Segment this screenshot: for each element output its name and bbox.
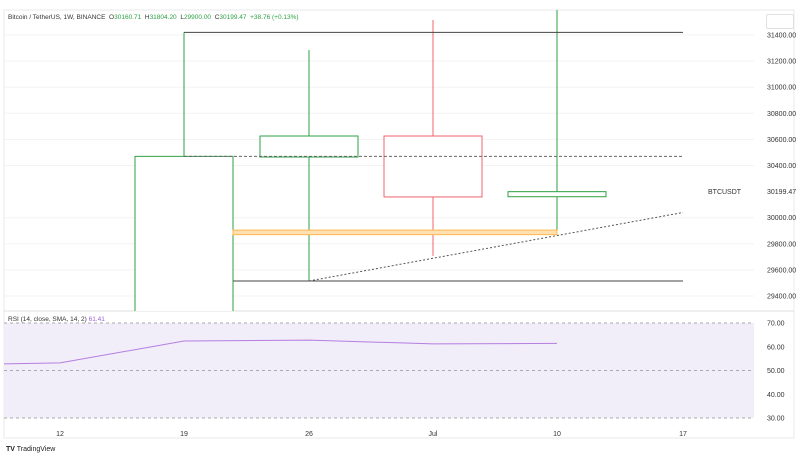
tv-logo-icon: TV (6, 446, 15, 453)
price-tick-label: 29400.00 (767, 294, 796, 301)
candle-body (383, 135, 483, 198)
rsi-tick-label: 70.00 (767, 321, 785, 328)
low-value: 29900.00 (183, 14, 212, 21)
time-tick-label: 17 (679, 431, 687, 438)
chart-border (3, 9, 795, 439)
rsi-tick-label: 40.00 (767, 392, 785, 399)
close-label: C (214, 14, 220, 21)
price-tick-label: 31000.00 (767, 85, 796, 92)
price-tick-label: 30000.00 (767, 215, 796, 222)
open-value: 30160.71 (114, 14, 142, 21)
high-value: 31804.20 (149, 14, 177, 21)
candle-body (507, 191, 607, 198)
candle-body (259, 135, 359, 158)
rsi-line (4, 339, 558, 365)
last-price-label: 30199.47 (767, 189, 796, 196)
price-tick-label: 31400.00 (767, 33, 796, 40)
price-tick-label: 29800.00 (767, 241, 796, 248)
symbol-name: Bitcoin / TetherUS, 1W, BINANCE (8, 14, 106, 21)
time-tick-label: Jul (429, 431, 438, 438)
rsi-label: RSI (14, close, SMA, 14, 2) (8, 316, 87, 323)
rsi-tick-label: 50.00 (767, 368, 785, 375)
candle-body (134, 155, 234, 311)
chart-settings-button[interactable] (766, 14, 794, 29)
price-zone (232, 229, 558, 236)
change-value: +38.76 (+0.13%) (250, 14, 299, 21)
rsi-tick-label: 60.00 (767, 344, 785, 351)
rsi-tick-label: 30.00 (767, 416, 785, 423)
time-tick-label: 19 (180, 431, 188, 438)
low-label: L (180, 14, 184, 21)
time-tick-label: 26 (305, 431, 313, 438)
trend-line (308, 211, 684, 282)
price-tick-label: 30400.00 (767, 163, 796, 170)
close-value: 30199.47 (219, 14, 247, 21)
last-price-symbol: BTCUSDT (708, 189, 742, 196)
price-tick-label: 30800.00 (767, 111, 796, 118)
open-label: O (109, 14, 115, 21)
rsi-legend: RSI (14, close, SMA, 14, 2) 61.41 (8, 316, 105, 323)
price-tick-label: 29600.00 (767, 267, 796, 274)
high-label: H (144, 14, 150, 21)
tradingview-logo[interactable]: TV TradingView (6, 446, 55, 453)
price-pane (4, 10, 754, 311)
symbol-legend: Bitcoin / TetherUS, 1W, BINANCE O30160.7… (8, 14, 299, 21)
time-tick-label: 10 (553, 431, 561, 438)
price-tick-label: 31200.00 (767, 59, 796, 66)
brand-name: TradingView (16, 446, 56, 453)
time-tick-label: 12 (56, 431, 64, 438)
price-tick-label: 30600.00 (767, 137, 796, 144)
rsi-value: 61.41 (88, 316, 105, 323)
